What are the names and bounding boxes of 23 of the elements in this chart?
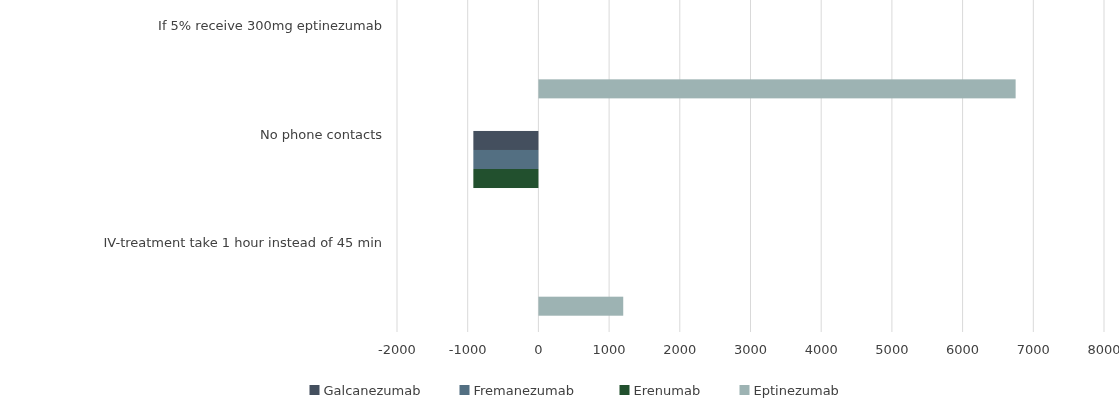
bar <box>538 79 1016 99</box>
x-tick-label: 3000 <box>733 342 768 357</box>
x-tick-label: 8000 <box>1087 342 1119 357</box>
legend-label: Erenumab <box>633 383 701 398</box>
x-tick-label: -2000 <box>378 342 416 357</box>
x-tick-label: 7000 <box>1016 342 1050 357</box>
legend-label: Eptinezumab <box>753 383 839 398</box>
y-tick-label: IV-treatment take 1 hour instead of 45 min <box>103 235 382 251</box>
x-tick-label: 2000 <box>663 342 697 357</box>
legend-label: Galcanezumab <box>323 383 421 398</box>
x-tick-label: 0 <box>534 342 543 357</box>
y-tick-label: No phone contacts <box>259 126 383 142</box>
bar <box>473 149 539 169</box>
x-tick-label: 5000 <box>875 342 909 357</box>
y-tick-label: If 5% receive 300mg eptinezumab <box>158 17 382 33</box>
x-tick-label: 6000 <box>946 342 980 357</box>
legend-label: Fremanezumab <box>473 383 574 398</box>
x-tick-label: 1000 <box>592 342 626 357</box>
bar <box>538 296 624 316</box>
x-tick-label: -1000 <box>448 342 487 357</box>
bar <box>473 130 539 150</box>
x-tick-label: 4000 <box>804 342 838 357</box>
bar <box>473 169 539 189</box>
